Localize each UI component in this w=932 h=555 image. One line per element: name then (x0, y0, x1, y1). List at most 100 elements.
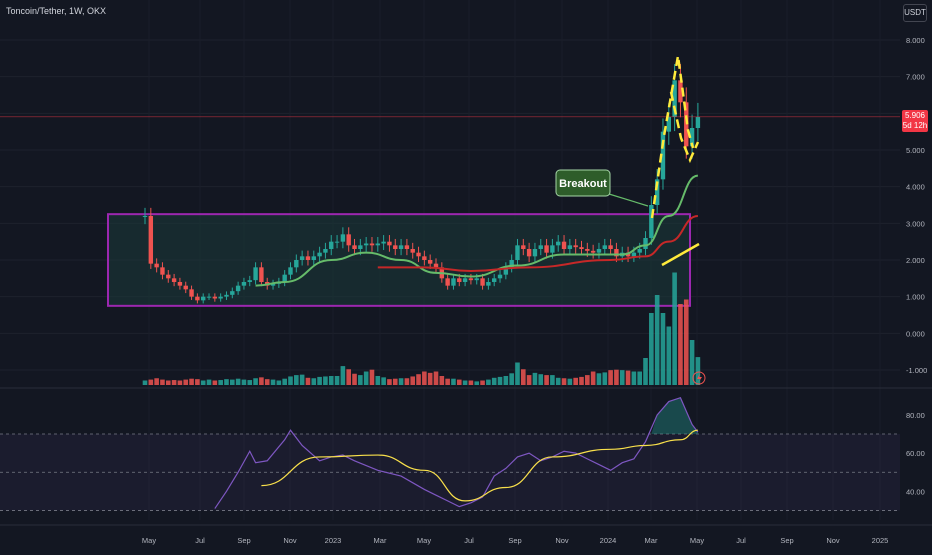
volume-bar (631, 371, 637, 385)
candle (218, 293, 223, 302)
candle (334, 235, 340, 249)
volume-bar (491, 377, 497, 385)
candle (160, 262, 165, 280)
candle (654, 168, 660, 214)
volume-bar (154, 378, 159, 385)
candle-body (177, 282, 183, 286)
candle (375, 237, 380, 252)
candle (177, 277, 183, 290)
candle (561, 235, 567, 256)
volume-bar (695, 357, 701, 385)
volume-bar (253, 378, 258, 385)
candle (224, 291, 229, 300)
candle-body (556, 241, 561, 246)
candle (329, 235, 334, 256)
candle-body (561, 241, 567, 249)
candle-body (509, 260, 514, 268)
volume-bar (555, 377, 561, 385)
volume-bar (567, 378, 573, 385)
volume-bar (683, 299, 689, 385)
currency-button[interactable]: USDT (903, 4, 927, 22)
candle-body (462, 278, 468, 282)
volume-bar (643, 358, 648, 385)
rsi-axis-label: 40.00 (906, 487, 925, 496)
candle (317, 246, 322, 263)
volume-bar (264, 379, 270, 385)
volume-bar (451, 378, 456, 385)
price-axis-label: 7.000 (906, 73, 925, 82)
volume-bar (165, 380, 171, 385)
candle (666, 102, 671, 145)
candle (602, 238, 607, 256)
candle-body (550, 245, 555, 253)
candle-body (160, 267, 165, 275)
candle-body (689, 128, 695, 147)
volume-bar (276, 380, 282, 385)
candle-body (363, 243, 369, 246)
candle (492, 273, 497, 287)
bolt-icon-glyph (697, 373, 702, 383)
price-axis-label: 5.000 (906, 146, 925, 155)
candle-body (468, 278, 474, 281)
volume-bar (270, 379, 276, 385)
candle-body (544, 245, 549, 253)
rsi-line (214, 396, 699, 509)
candle (422, 250, 427, 266)
candle-body (148, 216, 154, 264)
candle (212, 293, 218, 302)
volume-bar (247, 380, 253, 385)
volume-bar (456, 379, 462, 385)
volume-bar (259, 377, 264, 385)
volume-bar (311, 378, 317, 385)
volume-bar (142, 380, 148, 385)
volume-bar (672, 272, 677, 385)
candle-body (596, 249, 602, 253)
candle-body (695, 117, 701, 128)
candle-body (567, 245, 573, 249)
volume-bar (212, 380, 218, 385)
candle-body (381, 241, 386, 244)
candle-body (171, 278, 177, 282)
volume-bar (294, 375, 299, 385)
candle-body (247, 280, 252, 282)
candle-body (375, 243, 380, 246)
volume-bar (614, 369, 619, 385)
candle (404, 238, 410, 256)
yellow-trend-line (661, 242, 700, 267)
candle-body (416, 252, 421, 257)
time-axis-label: 2023 (325, 536, 342, 545)
candle (556, 235, 561, 252)
candle-body (631, 252, 637, 257)
candle (573, 238, 578, 254)
time-axis-label: Mar (374, 536, 387, 545)
volume-bar (462, 380, 468, 385)
candle-body (532, 249, 538, 257)
candle-body (311, 256, 316, 260)
volume-bar (398, 378, 404, 385)
volume-bar (358, 375, 363, 385)
candle-body (259, 267, 264, 282)
candle-body (486, 282, 491, 286)
candle (195, 293, 200, 304)
time-axis-label: May (417, 536, 431, 545)
candle (142, 207, 148, 225)
rsi-pane: 80.00 60.00 40.00 (0, 387, 932, 511)
candle-body (218, 296, 223, 299)
volume-bar (550, 375, 555, 385)
candle-body (643, 238, 648, 249)
price-axis-label: -1.000 (906, 366, 927, 375)
candle (445, 273, 450, 290)
volume-bar (660, 313, 666, 385)
candle-body (637, 249, 642, 253)
candle (451, 273, 456, 290)
volume-bar (503, 376, 509, 385)
symbol-title[interactable]: Toncoin/Tether, 1W, OKX (6, 6, 107, 16)
volume-bar (585, 375, 590, 385)
candle (201, 293, 206, 304)
volume-bar (654, 295, 660, 385)
price-axis-label: 2.000 (906, 256, 925, 265)
volume-bar (230, 379, 235, 385)
candle (515, 238, 520, 266)
